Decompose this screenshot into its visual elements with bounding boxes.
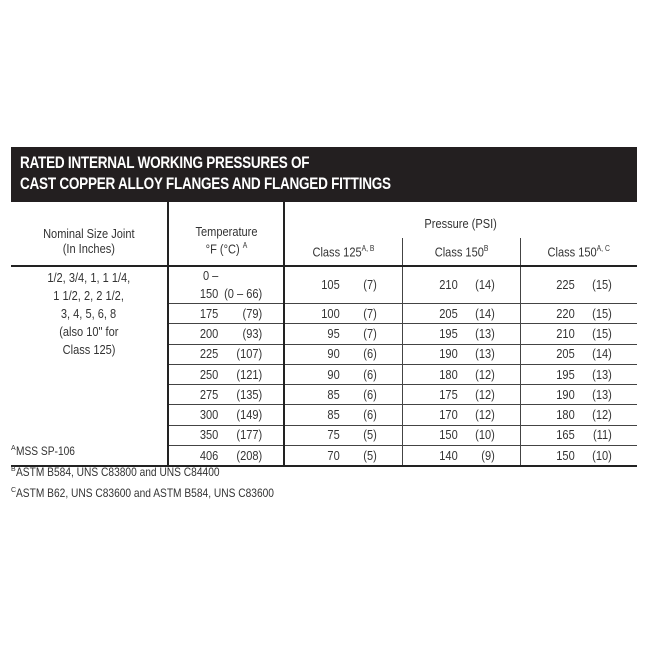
table-row: 200 (93) 95 (7) 195 (13) 210 (15) [11,323,637,345]
table-row: 275 (135) 85 (6) 175 (12) 190 (13) [11,384,637,406]
temperature-cell: 0 – 150 (0 – 66) [168,266,285,304]
pressure-cell: 195 (13) [402,323,521,345]
title-line: CAST COPPER ALLOY FLANGES AND FLANGED FI… [20,175,391,193]
pressure-cell: 140 (9) [402,445,521,468]
pressure-cell: 165 (11) [520,425,637,447]
header-temperature: Temperature °F (°C) A [168,202,285,267]
table-row: 175 (79) 100 (7) 205 (14) 220 (15) [11,303,637,325]
temperature-cell: 275 (135) [168,384,285,406]
pressure-cell: 205 (14) [520,344,637,365]
pressure-cell: 210 (15) [520,323,637,345]
table-row: 300 (149) 85 (6) 170 (12) 180 (12) [11,404,637,426]
pressure-cell: 90 (6) [284,344,403,365]
pressure-cell: 90 (6) [284,364,403,386]
table-row: 350 (177) 75 (5) 150 (10) 165 (11) [11,425,637,447]
pressure-cell: 100 (7) [284,303,403,325]
header-size: Nominal Size Joint (In Inches) [11,202,169,267]
pressure-cell: 150 (10) [520,445,637,468]
pressure-cell: 75 (5) [284,425,403,447]
pressure-cell: 85 (6) [284,384,403,406]
pressure-cell: 95 (7) [284,323,403,345]
pressure-cell: 225 (15) [520,266,637,304]
footnote-b: BASTM B584, UNS C83800 and UNS C84400 [11,465,220,479]
pressure-cell: 190 (13) [520,384,637,406]
pressure-cell: 195 (13) [520,364,637,386]
temperature-cell: 250 (121) [168,364,285,386]
temperature-cell: 200 (93) [168,323,285,345]
nominal-sizes: 1/2, 3/4, 1, 1 1/4, 1 1/2, 2, 2 1/2, 3, 4,… [11,266,169,468]
pressure-cell: 180 (12) [402,364,521,386]
pressure-cell: 150 (10) [402,425,521,447]
pressure-cell: 85 (6) [284,404,403,426]
header-class-125: Class 125A, B [284,238,403,267]
temperature-cell: 300 (149) [168,404,285,426]
table-row: 1/2, 3/4, 1, 1 1/4, 1 1/2, 2, 2 1/2, 3, 4,… [11,266,637,468]
pressure-cell: 105 (7) [284,266,403,304]
pressure-cell: 180 (12) [520,404,637,426]
temperature-cell: 350 (177) [168,425,285,447]
pressure-cell: 190 (13) [402,344,521,365]
table-row: 225 (107) 90 (6) 190 (13) 205 (14) [11,344,637,365]
temperature-cell: 406 (208) [168,445,285,468]
header-class-150-ac: Class 150A, C [520,238,637,267]
table-title: RATED INTERNAL WORKING PRESSURES OF CAST… [11,147,637,202]
header-class-150-b: Class 150B [402,238,521,267]
header-pressure: Pressure (PSI) [424,215,498,231]
temperature-cell: 175 (79) [168,303,285,325]
pressure-cell: 220 (15) [520,303,637,325]
table-row: 406 (208) 70 (5) 140 (9) 150 (10) [11,445,637,468]
pressure-cell: 70 (5) [284,445,403,468]
pressure-cell: 210 (14) [402,266,521,304]
pressure-cell: 205 (14) [402,303,521,325]
title-line: RATED INTERNAL WORKING PRESSURES OF [20,154,310,172]
footnote-a: AMSS SP-106 [11,444,75,458]
table-row: 250 (121) 90 (6) 180 (12) 195 (13) [11,364,637,386]
pressure-cell: 170 (12) [402,404,521,426]
footnote-c: CASTM B62, UNS C83600 and ASTM B584, UNS… [11,486,275,500]
pressure-cell: 175 (12) [402,384,521,406]
pressure-table: Nominal Size Joint (In Inches) Temperatur… [11,202,637,468]
temperature-cell: 225 (107) [168,344,285,365]
